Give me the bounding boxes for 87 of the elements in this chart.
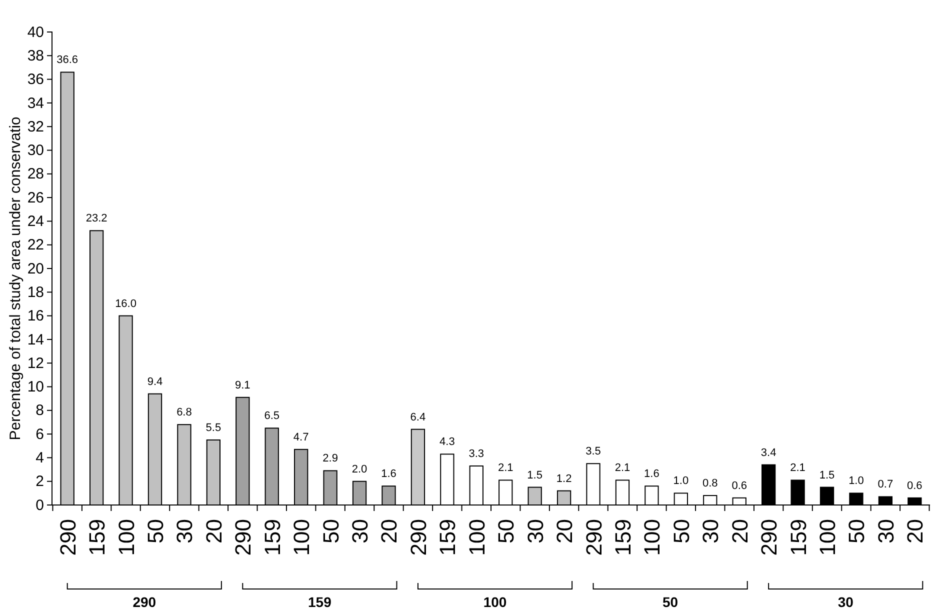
data-label: 1.5 bbox=[527, 469, 542, 482]
y-tick-label: 30 bbox=[27, 142, 44, 160]
data-label: 2.9 bbox=[322, 452, 338, 465]
x-tick-label: 159 bbox=[260, 519, 285, 556]
text: 30 bbox=[838, 594, 854, 610]
x-tick-label: 50 bbox=[494, 519, 519, 544]
x-tick-label: 20 bbox=[727, 519, 752, 544]
data-label: 6.5 bbox=[264, 410, 280, 422]
y-tick-label: 22 bbox=[27, 236, 44, 254]
data-label: 2.1 bbox=[498, 462, 514, 474]
x-tick-label: 50 bbox=[142, 519, 168, 544]
y-tick-label: 38 bbox=[27, 47, 44, 64]
y-tick-label: 34 bbox=[27, 94, 44, 112]
x-tick-label: 100 bbox=[815, 519, 840, 556]
data-label: 0.8 bbox=[702, 478, 718, 490]
x-tick-label: 20 bbox=[201, 519, 226, 544]
x-tick-label: 30 bbox=[698, 519, 724, 544]
y-tick-label: 32 bbox=[27, 118, 44, 136]
y-tick-label: 26 bbox=[27, 189, 44, 206]
y-tick-label: 6 bbox=[36, 426, 44, 443]
x-tick-label: 100 bbox=[289, 519, 314, 556]
x-tick-label: 159 bbox=[84, 519, 110, 556]
data-label: 1.6 bbox=[381, 468, 396, 480]
data-label: 23.2 bbox=[86, 212, 108, 225]
data-label: 4.7 bbox=[293, 431, 309, 444]
x-tick-label: 30 bbox=[873, 519, 898, 544]
data-label: 4.3 bbox=[440, 436, 455, 448]
x-tick-label: 30 bbox=[348, 519, 373, 544]
data-label: 3.3 bbox=[468, 448, 484, 460]
data-label: 36.6 bbox=[56, 54, 78, 66]
data-label: 6.4 bbox=[410, 411, 426, 424]
data-label: 1.6 bbox=[644, 468, 660, 480]
y-tick-label: 0 bbox=[36, 496, 44, 514]
data-label: 1.5 bbox=[819, 469, 835, 482]
y-tick-label: 14 bbox=[27, 331, 44, 348]
y-tick-label: 28 bbox=[27, 166, 44, 183]
data-label: 16.0 bbox=[115, 298, 136, 310]
y-tick-label: 2 bbox=[36, 473, 44, 490]
x-tick-label: 50 bbox=[318, 519, 344, 544]
x-tick-label: 100 bbox=[464, 519, 490, 556]
data-label: 9.4 bbox=[147, 376, 163, 388]
data-label: 3.4 bbox=[760, 446, 776, 459]
x-tick-label: 290 bbox=[230, 519, 256, 556]
x-tick-label: 290 bbox=[55, 519, 80, 556]
x-tick-label: 100 bbox=[640, 519, 665, 556]
text: 100 bbox=[483, 594, 507, 610]
data-label: 3.5 bbox=[586, 446, 601, 458]
y-tick-label: 36 bbox=[27, 71, 44, 88]
x-tick-label: 159 bbox=[435, 519, 460, 556]
y-tick-label: 24 bbox=[27, 213, 44, 230]
x-tick-label: 100 bbox=[114, 519, 139, 556]
x-tick-label: 290 bbox=[756, 519, 782, 556]
text: 159 bbox=[308, 594, 332, 610]
y-tick-label: 10 bbox=[27, 378, 44, 396]
x-tick-label: 20 bbox=[552, 519, 578, 544]
y-tick-label: 8 bbox=[36, 402, 44, 420]
y-tick-label: 16 bbox=[27, 308, 44, 325]
data-label: 9.1 bbox=[235, 379, 250, 392]
data-label: 1.2 bbox=[556, 472, 572, 485]
x-tick-label: 290 bbox=[406, 519, 431, 556]
data-label: 6.8 bbox=[176, 406, 192, 419]
x-tick-label: 30 bbox=[522, 519, 548, 544]
y-tick-label: 4 bbox=[36, 450, 44, 466]
x-tick-label: 159 bbox=[786, 519, 811, 556]
data-label: 0.6 bbox=[907, 480, 922, 492]
data-label: 2.1 bbox=[790, 462, 806, 474]
text: 50 bbox=[662, 594, 678, 610]
y-tick-label: 12 bbox=[27, 354, 44, 372]
y-axis-title: Percentage of total study area under conservatio bbox=[7, 116, 24, 440]
data-label: 5.5 bbox=[206, 422, 222, 434]
y-tick-label: 40 bbox=[27, 24, 44, 41]
data-label: 1.0 bbox=[673, 475, 689, 488]
x-tick-label: 20 bbox=[902, 519, 928, 544]
data-label: 0.6 bbox=[732, 480, 747, 492]
x-tick-label: 159 bbox=[610, 519, 636, 556]
text: 290 bbox=[132, 594, 156, 610]
x-tick-label: 20 bbox=[376, 519, 402, 544]
x-tick-label: 50 bbox=[668, 519, 694, 544]
x-tick-label: 30 bbox=[172, 519, 198, 544]
data-label: 2.0 bbox=[352, 463, 368, 476]
y-tick-label: 20 bbox=[27, 260, 44, 278]
y-tick-label: 18 bbox=[27, 284, 44, 301]
x-tick-label: 290 bbox=[581, 519, 606, 556]
data-label: 1.0 bbox=[848, 475, 864, 488]
data-label: 0.7 bbox=[878, 478, 894, 491]
x-tick-label: 50 bbox=[844, 519, 870, 544]
data-label: 2.1 bbox=[614, 462, 630, 474]
